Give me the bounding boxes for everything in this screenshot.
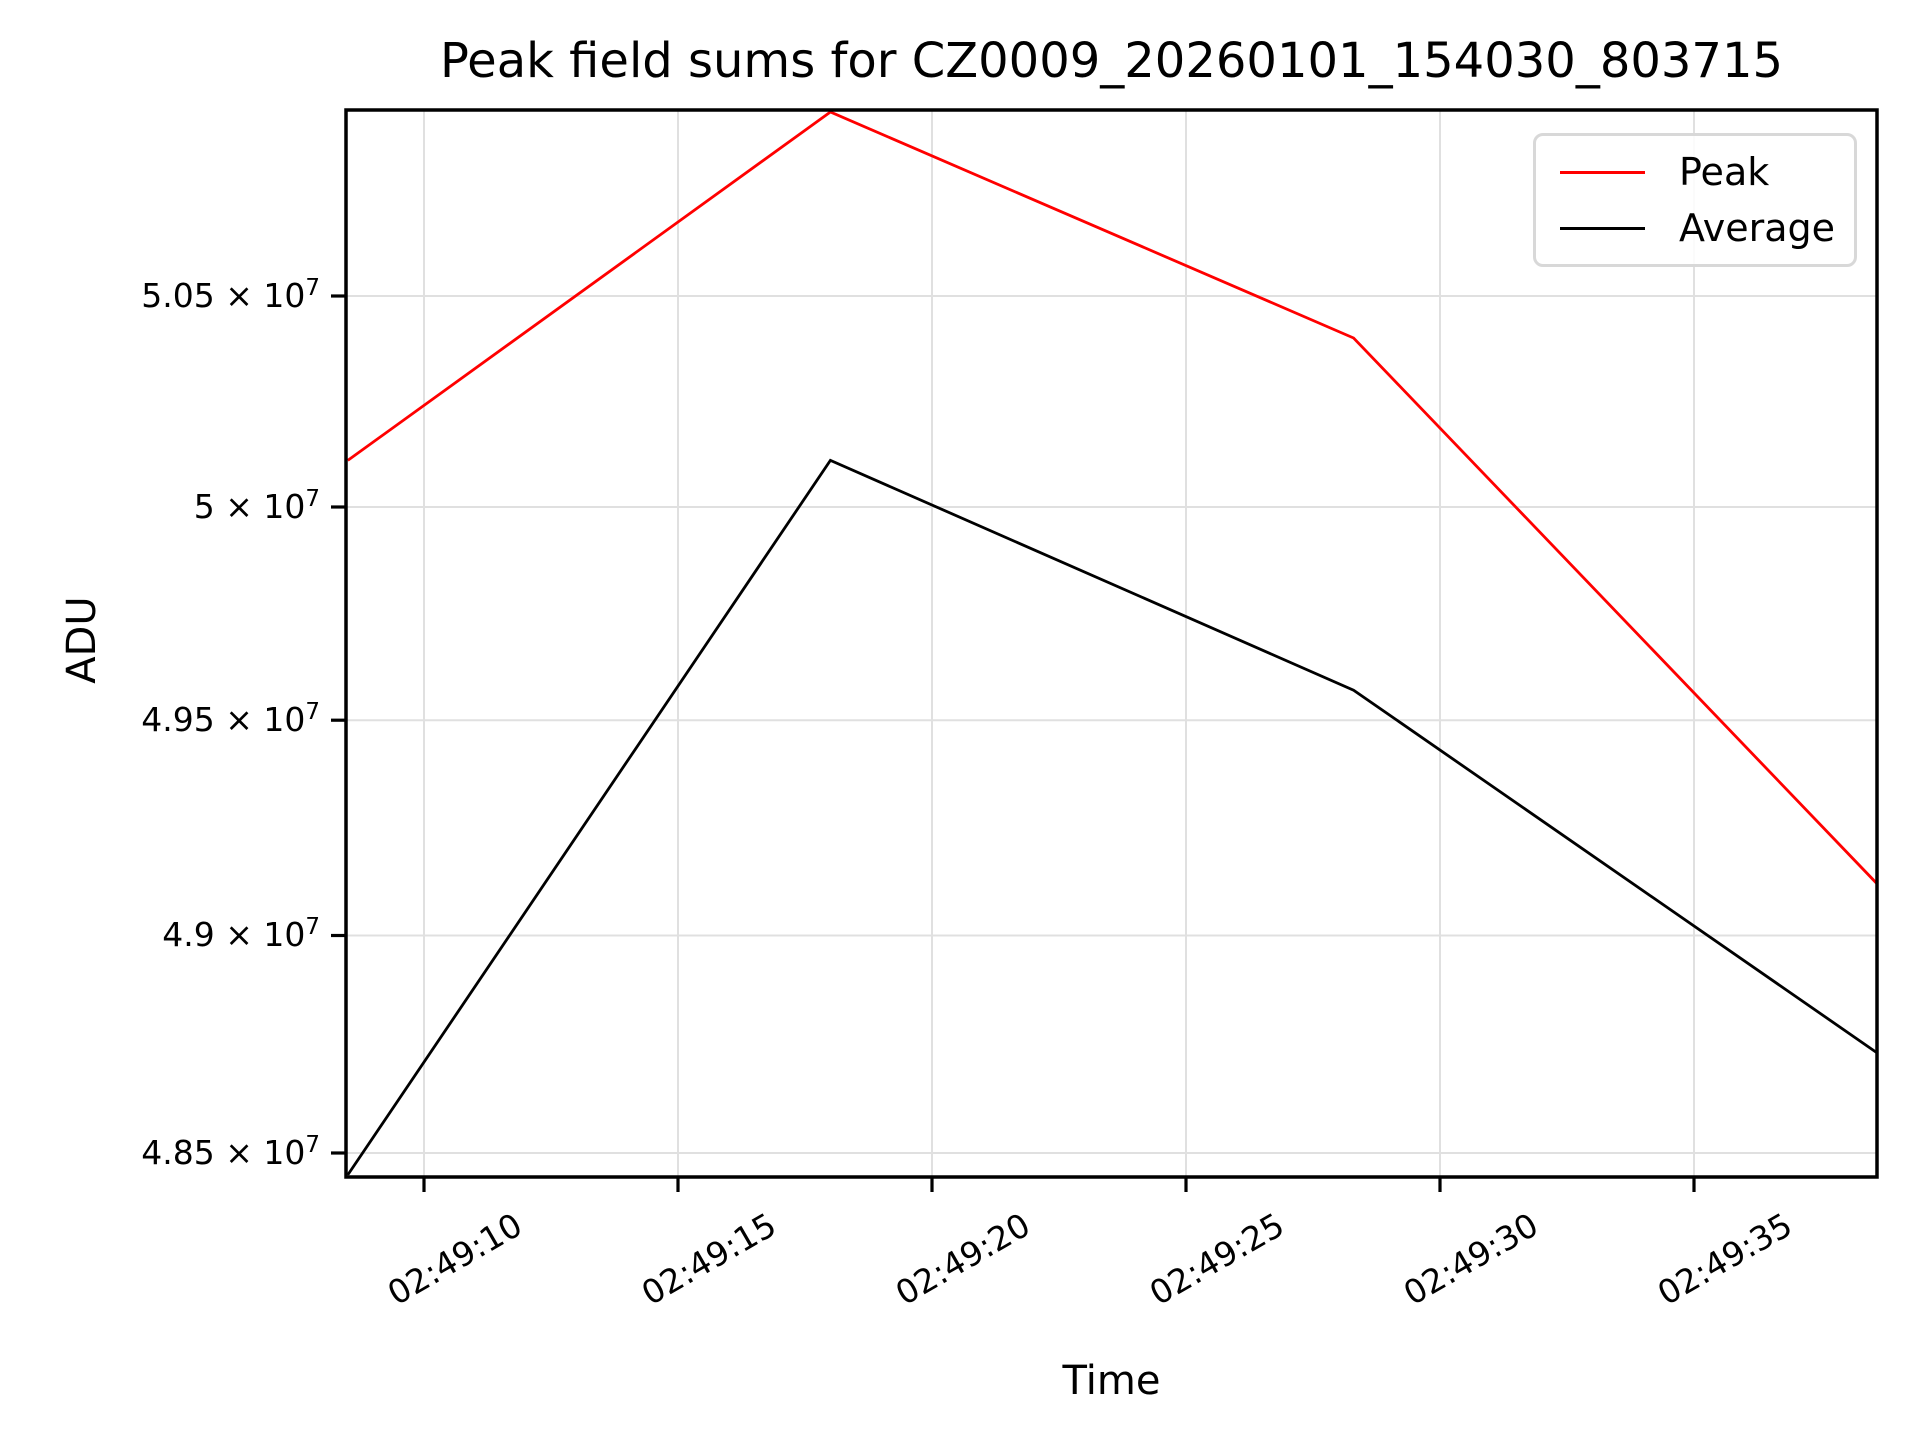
peak-line [346,110,1877,885]
legend-label-peak: Peak [1679,150,1770,194]
y-axis-label: ADU [59,596,105,684]
y-tick-label: 4.95 × 107 [141,699,320,740]
legend: Peak Average [1533,133,1857,267]
tick-marks [331,294,1696,1192]
x-axis-label: Time [1062,1358,1161,1404]
legend-item-peak: Peak [1560,150,1854,194]
y-tick-label: 4.85 × 107 [141,1132,320,1172]
y-tick-label: 5 × 107 [193,486,320,527]
series-lines [346,110,1877,1176]
y-tick-label: 4.9 × 107 [162,914,320,955]
plot-border [344,108,1879,1179]
average-line-sample [1560,226,1645,230]
chart-title: Peak field sums for CZ0009_20260101_1540… [439,33,1784,89]
legend-label-average: Average [1679,206,1836,250]
average-line [346,458,1877,1176]
gridlines [346,110,1877,1177]
peak-line-sample [1560,170,1645,174]
legend-item-average: Average [1560,206,1854,250]
y-tick-label: 5.05 × 107 [141,275,320,315]
